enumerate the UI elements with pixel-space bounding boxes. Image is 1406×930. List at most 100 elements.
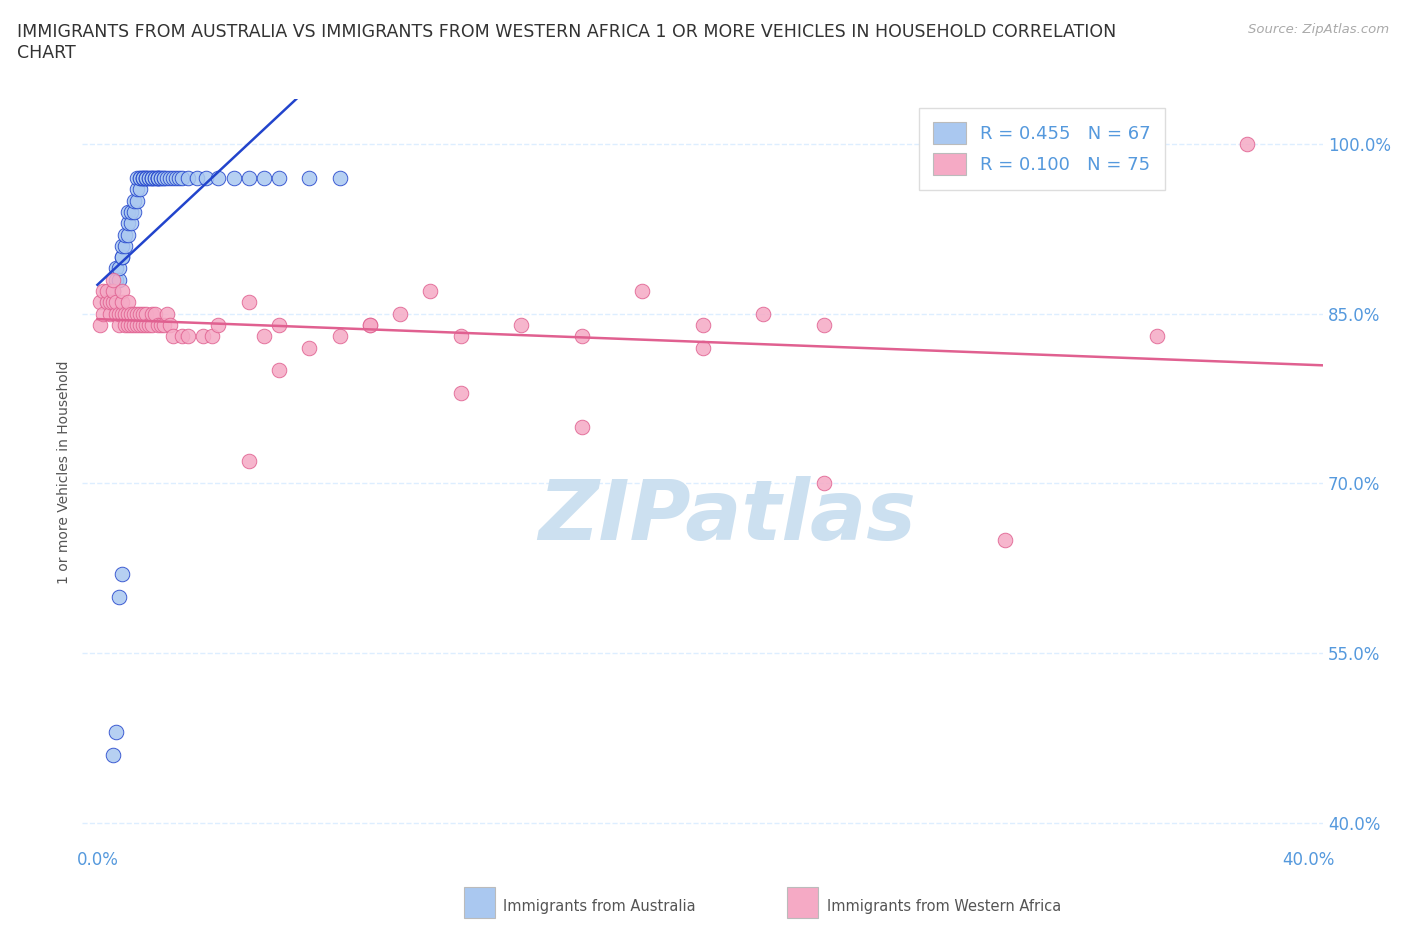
Point [128,181,150,196]
Point [114,306,136,321]
Point [101,272,124,287]
Point [98,306,121,321]
Point [207,170,229,185]
Point [186,170,208,185]
Point [165,170,187,185]
Point [222,170,245,185]
Point [98,284,121,299]
Point [120,306,142,321]
Point [141,170,163,185]
Point [138,170,160,185]
Point [111,295,134,310]
Point [1146,329,1168,344]
Point [328,329,350,344]
Point [238,170,260,185]
Point [125,306,148,321]
Point [135,170,157,185]
Y-axis label: 1 or more Vehicles in Household: 1 or more Vehicles in Household [58,361,72,584]
Point [122,193,145,208]
Point [128,318,150,333]
Point [571,329,593,344]
Point [195,170,218,185]
Point [114,238,136,253]
Point [114,227,136,242]
Point [146,170,169,185]
Point [132,170,155,185]
Point [117,216,139,231]
Point [98,295,121,310]
Point [450,329,472,344]
Point [89,318,111,333]
Point [111,249,134,264]
Point [107,261,129,276]
Point [159,170,181,185]
Point [162,170,184,185]
Text: Immigrants from Western Africa: Immigrants from Western Africa [827,899,1062,914]
Point [128,306,150,321]
Point [238,454,260,469]
Point [167,170,190,185]
Point [98,295,121,310]
Point [253,329,276,344]
Point [132,306,155,321]
Point [156,306,179,321]
Point [146,170,169,185]
Point [138,170,160,185]
Point [104,261,127,276]
Point [813,318,835,333]
Point [135,318,157,333]
Point [128,170,150,185]
Text: ZIPatlas: ZIPatlas [538,476,917,557]
Point [143,170,166,185]
Point [156,170,179,185]
Point [96,284,118,299]
Point [107,306,129,321]
Point [96,295,118,310]
Point [267,170,290,185]
Point [143,170,166,185]
Point [149,170,172,185]
Point [122,318,145,333]
Point [104,725,127,740]
Point [153,170,176,185]
Point [111,306,134,321]
Point [125,170,148,185]
Point [359,318,381,333]
Point [111,238,134,253]
Point [93,306,115,321]
Point [132,170,155,185]
Point [101,284,124,299]
Point [132,170,155,185]
Point [114,318,136,333]
Point [111,249,134,264]
Point [122,205,145,219]
Point [692,340,714,355]
Point [359,318,381,333]
Point [193,329,215,344]
Point [135,170,157,185]
Point [132,318,155,333]
Point [138,318,160,333]
Point [120,318,142,333]
Point [162,329,184,344]
Point [122,306,145,321]
Point [571,419,593,434]
Point [149,170,172,185]
Point [135,170,157,185]
Point [107,318,129,333]
Point [159,318,181,333]
Point [141,170,163,185]
Point [117,205,139,219]
Point [450,386,472,401]
Point [117,295,139,310]
Point [177,170,200,185]
Point [267,318,290,333]
Point [101,748,124,763]
Point [101,295,124,310]
Point [298,340,321,355]
Point [813,476,835,491]
Legend: R = 0.455   N = 67, R = 0.100   N = 75: R = 0.455 N = 67, R = 0.100 N = 75 [918,108,1166,190]
Point [117,306,139,321]
Point [146,170,169,185]
Point [201,329,224,344]
